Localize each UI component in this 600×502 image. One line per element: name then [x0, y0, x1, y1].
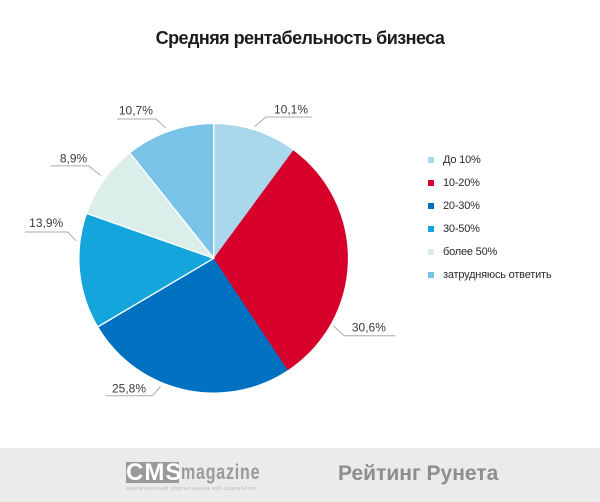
svg-text:13,9%: 13,9% — [29, 216, 63, 230]
svg-text:10,1%: 10,1% — [274, 103, 308, 117]
svg-text:25,8%: 25,8% — [112, 381, 146, 395]
svg-text:8,9%: 8,9% — [60, 151, 88, 165]
svg-text:10,7%: 10,7% — [119, 103, 153, 117]
svg-text:30,6%: 30,6% — [352, 320, 386, 334]
